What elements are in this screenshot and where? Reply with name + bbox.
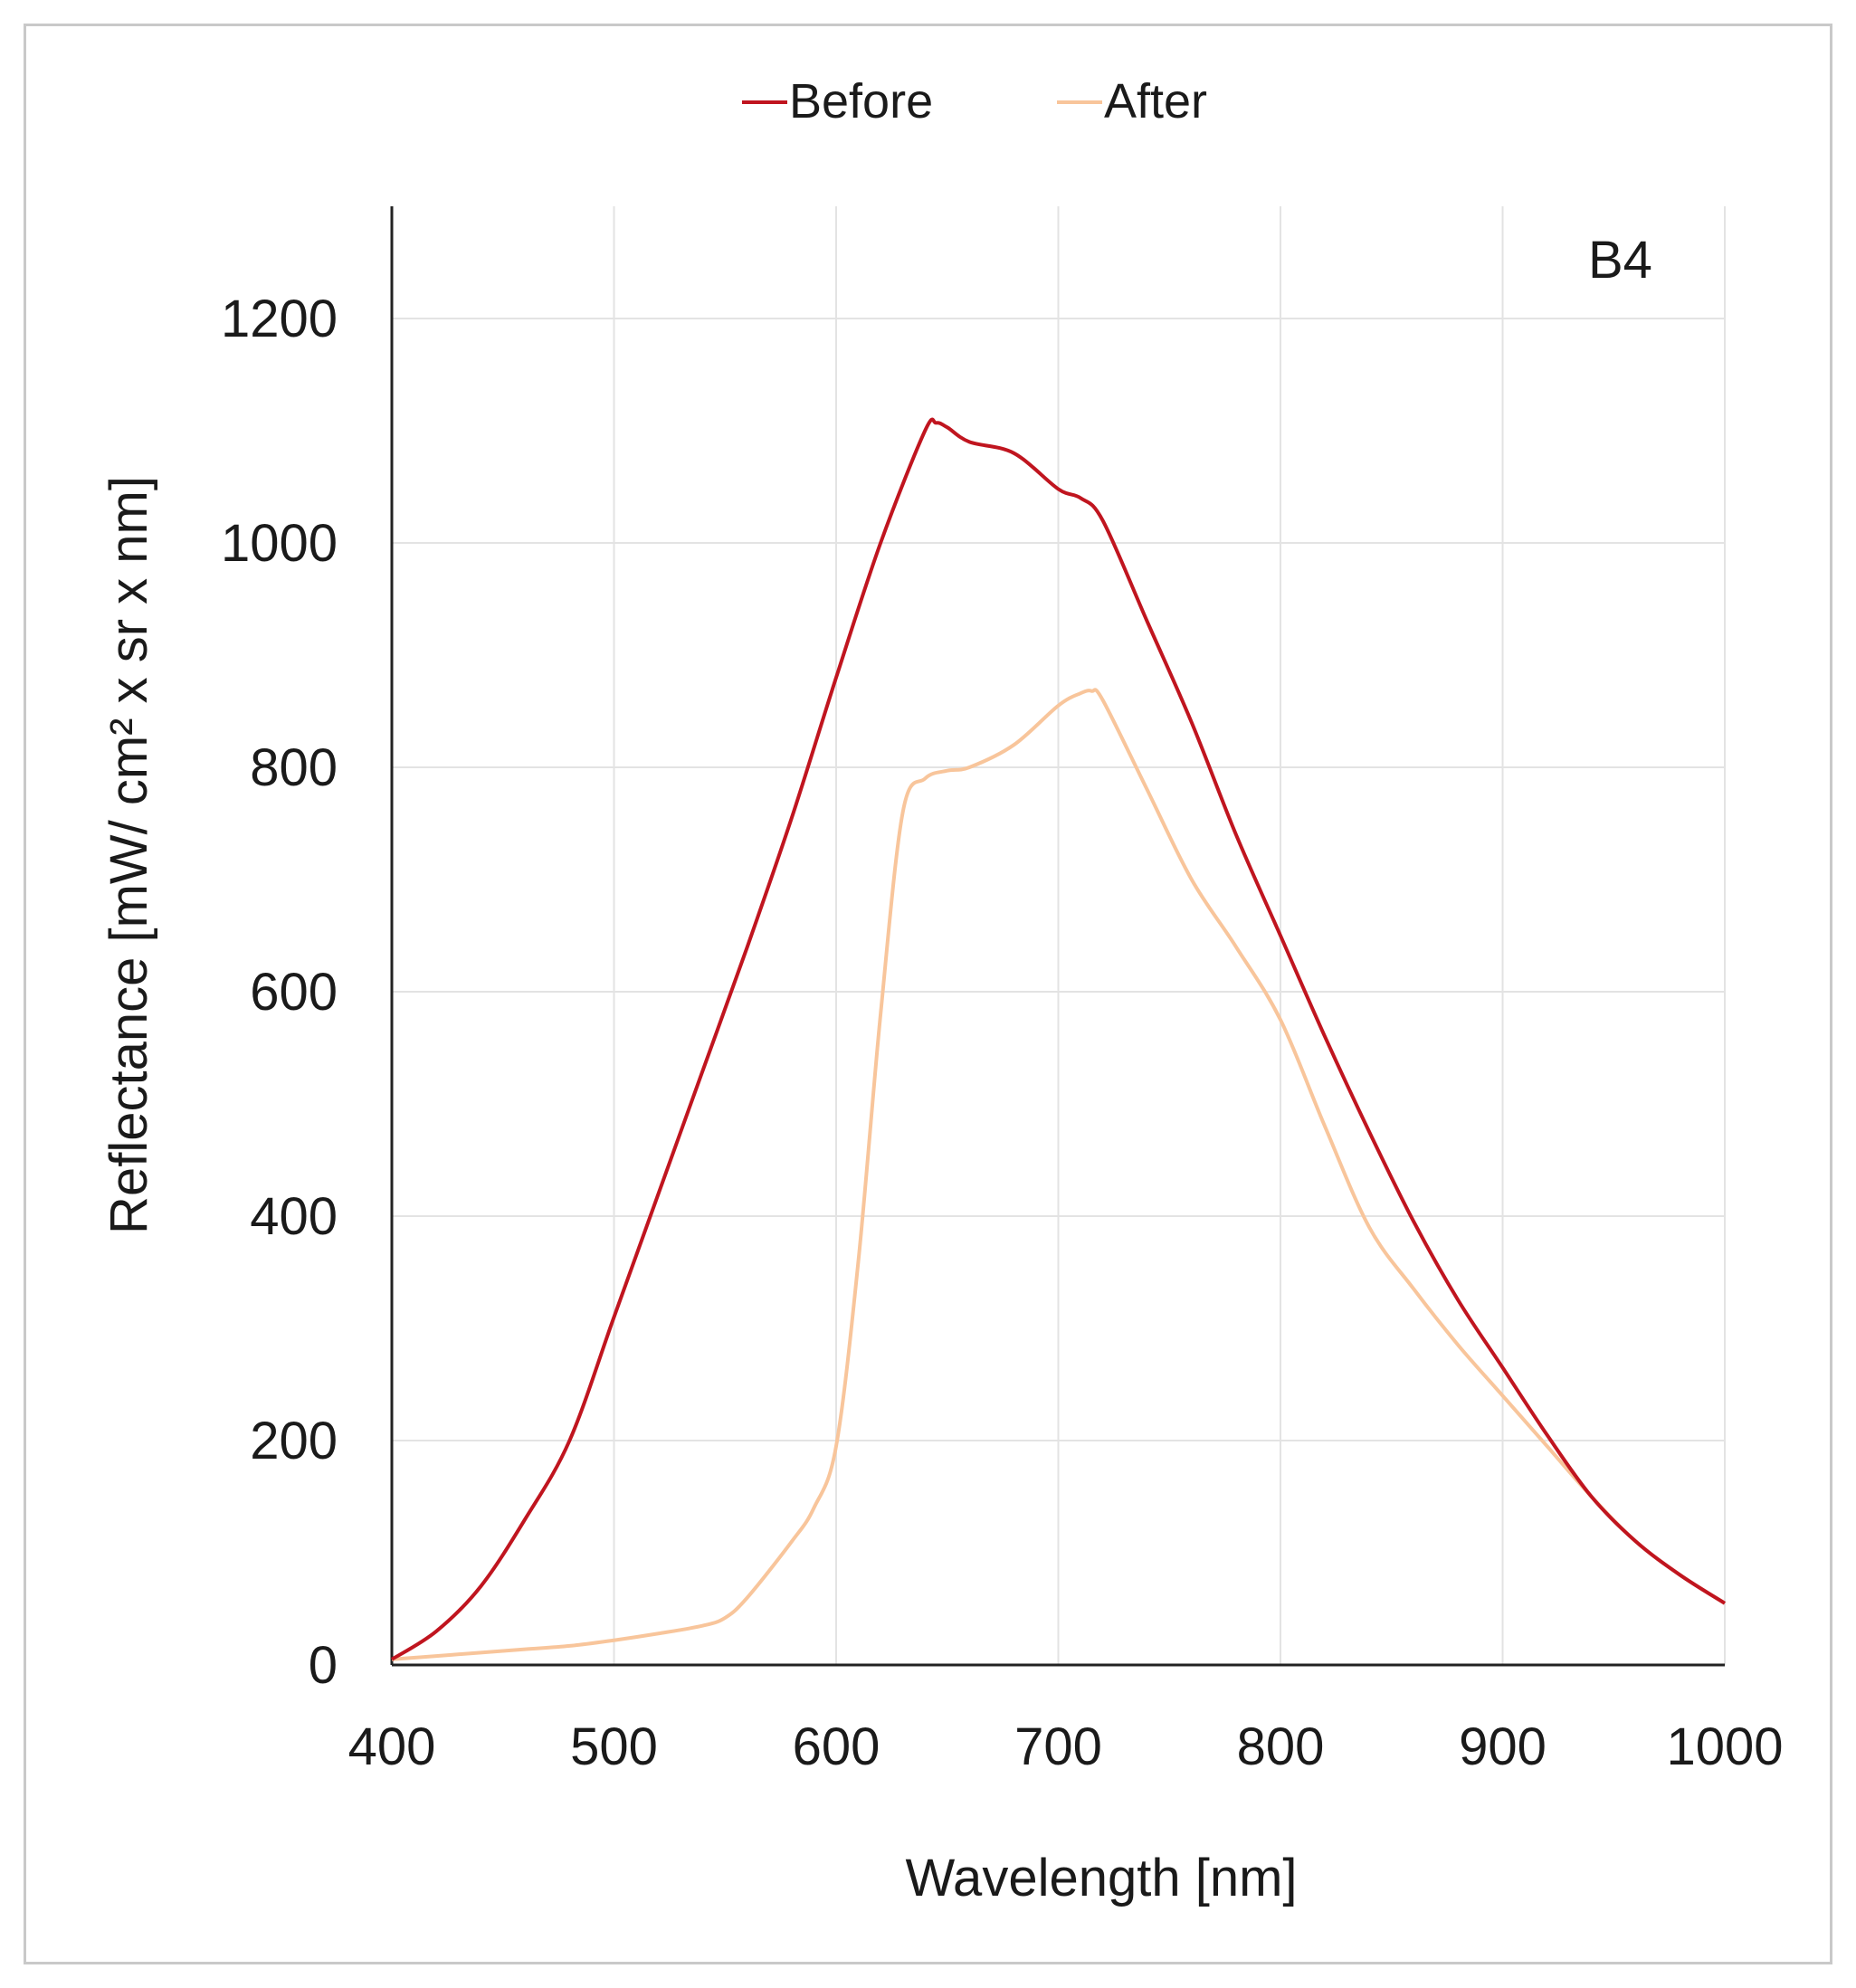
x-tick-label: 400	[348, 1717, 436, 1776]
x-tick-label: 700	[1014, 1717, 1102, 1776]
x-tick-label: 600	[793, 1717, 880, 1776]
y-tick-label: 1000	[221, 514, 338, 573]
y-tick-label: 600	[250, 963, 338, 1022]
legend-label-after: After	[1104, 74, 1207, 128]
x-axis-title: Wavelength [nm]	[905, 1849, 1297, 1907]
y-axis-title: Reflectance [mW/ cm² x sr x nm]	[100, 476, 158, 1234]
y-tick-label: 800	[250, 738, 338, 797]
y-tick-label: 200	[250, 1412, 338, 1470]
x-tick-label: 800	[1237, 1717, 1325, 1776]
x-tick-label: 900	[1459, 1717, 1547, 1776]
series-line-after	[391, 688, 1727, 1661]
axes	[390, 206, 1725, 1667]
gridlines	[392, 206, 1726, 1665]
panel-annotation: B4	[1588, 231, 1652, 290]
y-tick-label: 1200	[221, 290, 338, 348]
x-tick-label: 1000	[1666, 1717, 1783, 1776]
chart-frame	[24, 24, 1832, 1964]
y-tick-label: 400	[250, 1187, 338, 1246]
tick-labels: 0 200 400 600 800 1000 1200 400 500 600 700 800 900 1…	[221, 290, 1784, 1776]
series-lines	[390, 417, 1727, 1661]
legend-label-before: Before	[789, 74, 933, 128]
series-line-before	[390, 417, 1727, 1661]
legend: Before After	[742, 74, 1207, 128]
y-tick-label: 0	[309, 1636, 338, 1695]
x-tick-label: 500	[570, 1717, 658, 1776]
